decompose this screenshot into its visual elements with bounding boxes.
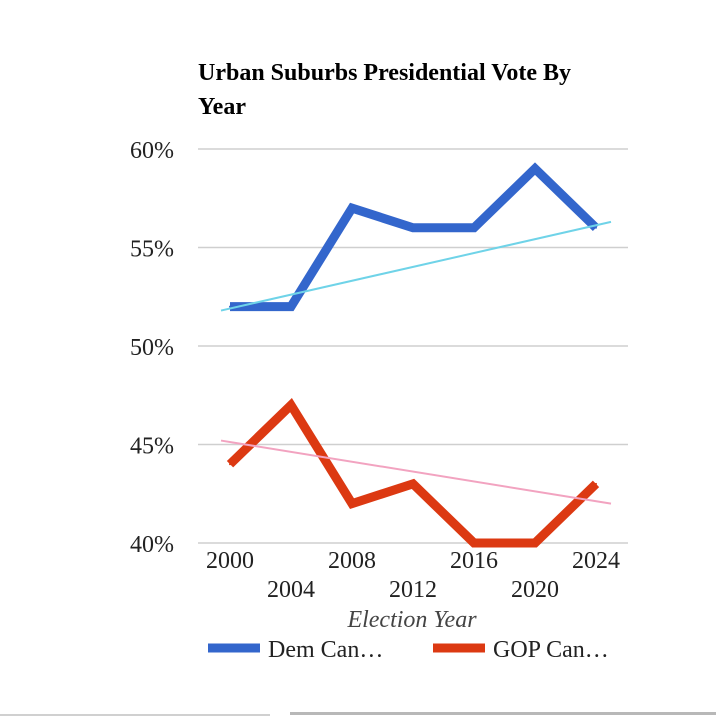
x-tick-label: 2016	[450, 548, 498, 574]
trendline-0	[220, 220, 612, 312]
y-tick-label: 40%	[130, 532, 174, 558]
data-point	[534, 167, 536, 170]
y-tick-label: 60%	[130, 138, 174, 164]
data-point	[473, 226, 475, 229]
data-point	[473, 542, 475, 544]
data-point	[229, 305, 231, 308]
data-point	[534, 542, 536, 544]
x-tick-label: 2000	[206, 548, 254, 574]
x-axis-title: Election Year	[346, 607, 477, 633]
legend-label: GOP Can…	[493, 637, 609, 663]
chart-title: Urban Suburbs Presidential Vote By Year	[198, 60, 571, 120]
y-tick-label: 45%	[130, 434, 174, 460]
x-tick-label: 2012	[389, 577, 437, 603]
data-point	[595, 226, 597, 229]
x-tick-label: 2004	[267, 577, 315, 603]
data-point	[229, 463, 231, 466]
data-point	[351, 502, 353, 505]
legend-label: Dem Can…	[268, 637, 383, 663]
data-point	[595, 482, 597, 485]
x-tick-label: 2024	[572, 548, 620, 574]
data-point	[351, 207, 353, 210]
data-point	[412, 482, 414, 485]
data-point	[290, 305, 292, 308]
x-tick-label: 2020	[511, 577, 559, 603]
y-tick-label: 50%	[130, 335, 174, 361]
data-point	[290, 404, 292, 407]
data-point	[412, 226, 414, 229]
bottom-divider-left	[0, 714, 270, 716]
x-tick-label: 2008	[328, 548, 376, 574]
y-tick-label: 55%	[130, 237, 174, 263]
series-line-1	[226, 397, 600, 548]
trendline-1	[220, 439, 612, 505]
bottom-divider-right	[290, 712, 716, 715]
